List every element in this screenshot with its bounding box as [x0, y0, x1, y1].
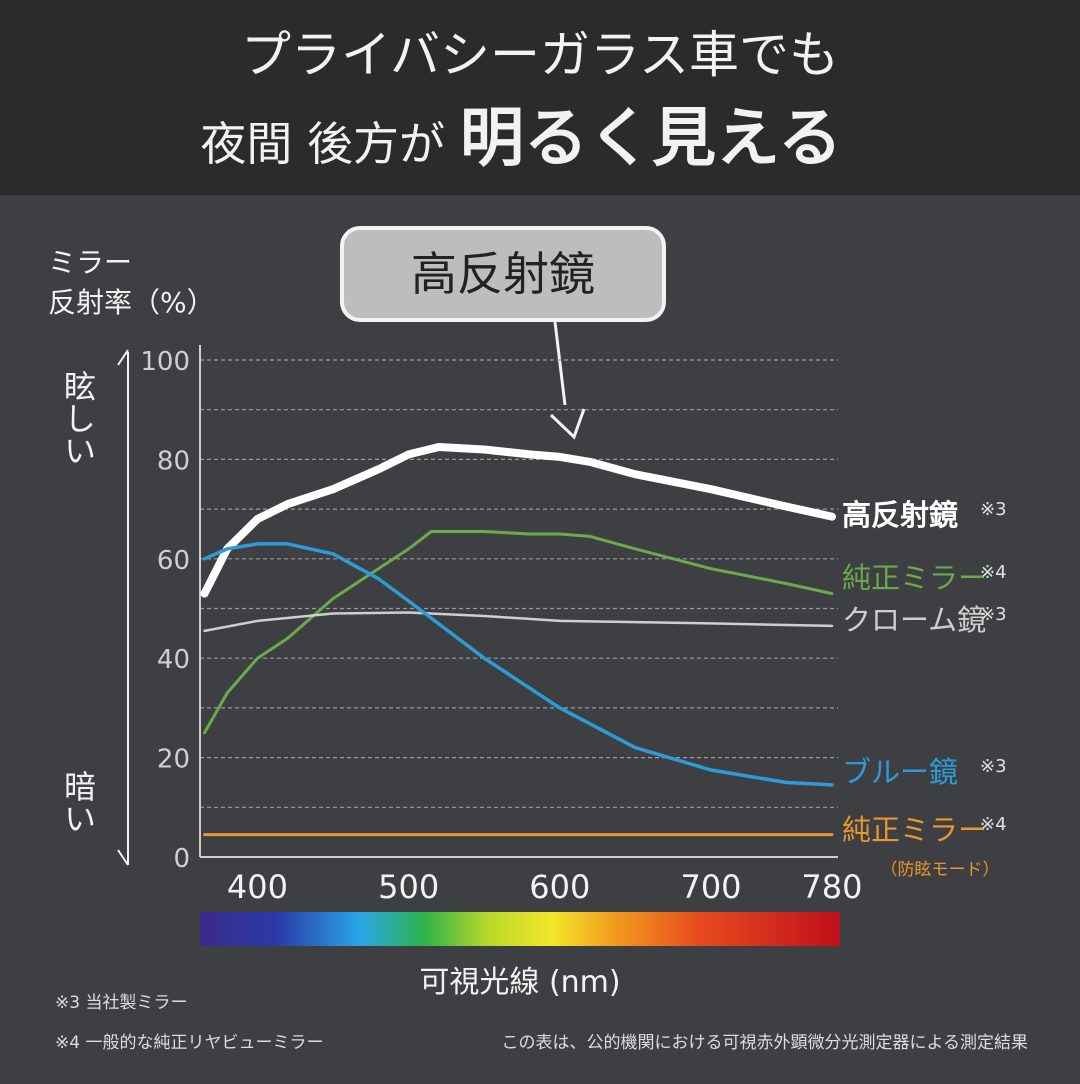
y-tick-label: 20	[157, 745, 190, 775]
title-small: 夜間 後方が	[200, 117, 445, 171]
legend-label: 高反射鏡	[842, 498, 958, 532]
callout-arrow-head	[549, 408, 586, 440]
y-tick-label: 60	[157, 546, 190, 576]
y-label: 反射率（%）	[48, 286, 215, 319]
callout-text: 高反射鏡	[411, 247, 595, 301]
line	[203, 530, 834, 735]
header	[0, 0, 1080, 195]
footnote: ※3 当社製ミラー	[55, 993, 187, 1013]
x-tick-label: 700	[680, 868, 741, 906]
legend-label: 純正ミラー	[842, 813, 987, 847]
line	[203, 611, 834, 633]
legend-note: ※3	[980, 499, 1007, 520]
x-label: 可視光線 (nm)	[419, 965, 620, 1000]
title: プライバシーガラス車でも	[241, 26, 839, 84]
y-tick-label: 80	[157, 446, 190, 476]
callout-box	[340, 226, 666, 322]
title-large: 明るく見える	[460, 102, 842, 176]
y-tick-label: 0	[173, 844, 190, 874]
legend-note: ※4	[980, 814, 1007, 835]
line	[200, 443, 836, 598]
footnote: この表は、公的機関における可視赤外顕微分光測定器による測定結果	[502, 1033, 1029, 1053]
spectrum-bar	[200, 912, 840, 946]
callout-arrow	[553, 321, 567, 406]
scale-arrow-bottom	[117, 849, 129, 866]
legend-note: ※4	[980, 562, 1007, 583]
legend-note: ※3	[980, 756, 1007, 777]
x-tick-label: 400	[227, 868, 288, 906]
legend-sub: （防眩モード）	[881, 860, 1000, 880]
y-tick-label: 100	[140, 347, 190, 377]
line	[202, 542, 834, 787]
scale-arrow-top	[117, 349, 129, 366]
footnote: ※4 一般的な純正リヤビューミラー	[55, 1033, 323, 1053]
y-bottom-label: 暗い	[59, 770, 97, 834]
legend-note: ※3	[980, 604, 1007, 625]
legend-label: 純正ミラー	[842, 561, 987, 595]
x-tick-label: 500	[378, 868, 439, 906]
x-tick-label: 780	[801, 868, 862, 906]
y-tick-label: 40	[157, 645, 190, 675]
legend-label: ブルー鏡	[842, 755, 958, 789]
legend-label: クローム鏡	[842, 603, 986, 637]
y-label: ミラー	[48, 246, 132, 279]
x-tick-label: 600	[529, 868, 590, 906]
y-top-label: 眩しい	[59, 370, 97, 466]
